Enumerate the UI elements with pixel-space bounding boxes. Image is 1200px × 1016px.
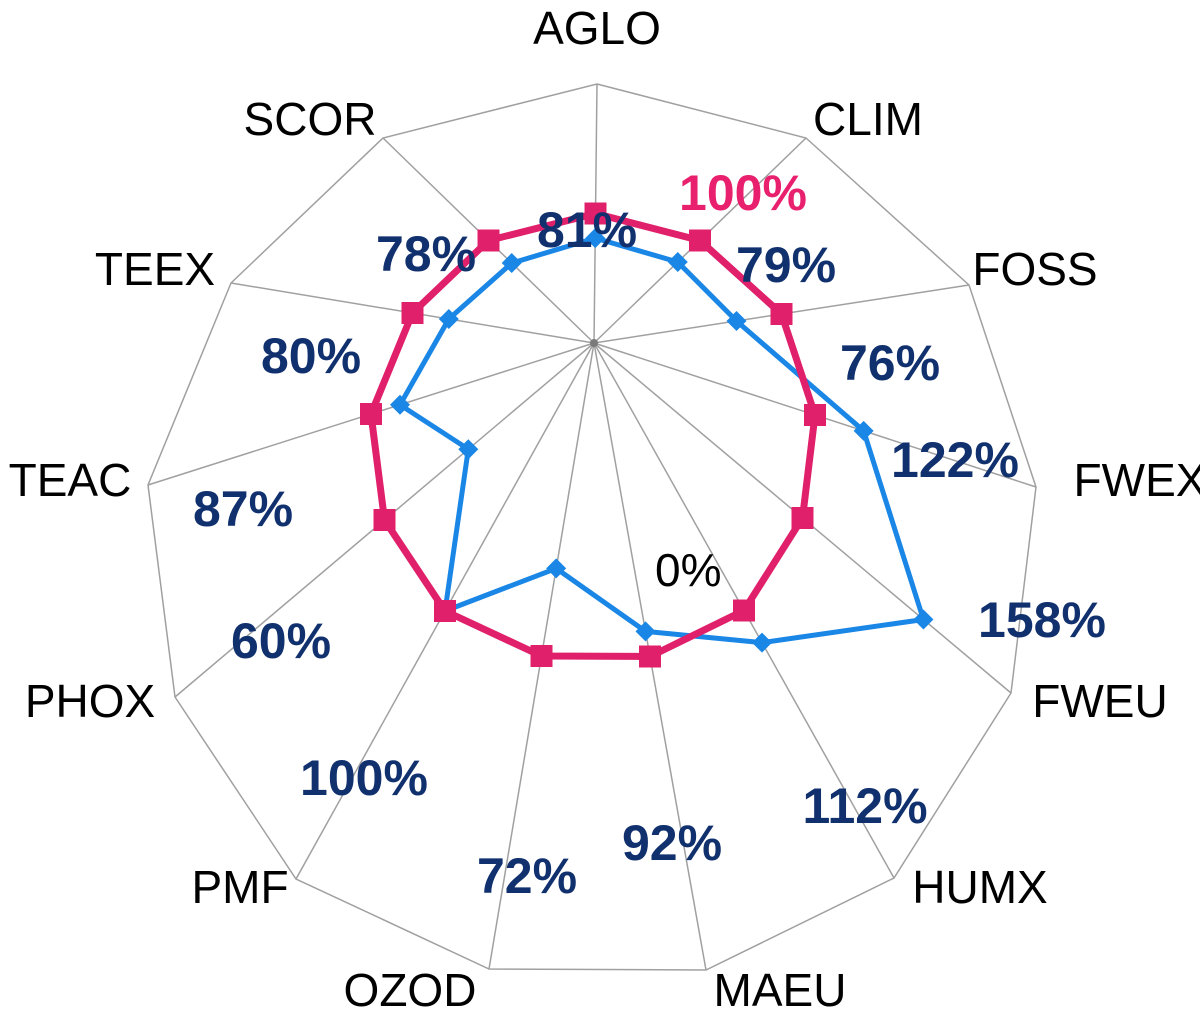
outer-ring — [147, 83, 1037, 971]
value-label-fwex: 122% — [891, 432, 1019, 488]
marker-scenario-maeu — [635, 621, 656, 642]
marker-scenario-teex — [438, 309, 459, 329]
center-dot — [590, 339, 598, 347]
marker-scenario-fwex — [853, 420, 874, 441]
marker-scenario-fweu — [913, 609, 934, 630]
reference-value-label: 100% — [679, 165, 807, 221]
axis-label-clim: CLIM — [813, 93, 923, 145]
value-label-foss: 76% — [840, 335, 940, 391]
marker-reference-pmf — [434, 600, 456, 622]
value-label-pmf: 100% — [300, 750, 428, 806]
marker-scenario-phox — [458, 439, 479, 460]
series-layer — [360, 202, 934, 668]
marker-scenario-humx — [752, 632, 772, 653]
axis-label-phox: PHOX — [25, 675, 155, 727]
value-label-scor: 78% — [376, 226, 476, 282]
value-label-aglo: 81% — [537, 202, 637, 258]
axis-label-scor: SCOR — [244, 93, 377, 145]
axis-label-aglo: AGLO — [533, 2, 661, 54]
value-label-phox: 60% — [231, 613, 331, 669]
axis-label-fweu: FWEU — [1032, 675, 1167, 727]
axis-label-ozod: OZOD — [344, 964, 477, 1016]
marker-reference-foss — [770, 303, 793, 325]
marker-scenario-foss — [726, 310, 747, 331]
marker-scenario-teac — [389, 394, 410, 415]
marker-reference-teex — [401, 302, 424, 324]
value-label-teac: 87% — [193, 481, 293, 537]
value-label-maeu: 92% — [622, 815, 722, 871]
marker-scenario-ozod — [546, 558, 567, 579]
axis-label-teex: TEEX — [95, 243, 215, 295]
marker-scenario-clim — [667, 252, 688, 273]
label-layer: AGLO CLIM FOSS FWEX FWEU HUMX MAEU OZOD PMF PHOX T… — [9, 2, 1200, 1016]
series-line-reference — [367, 210, 819, 660]
marker-scenario-scor — [501, 253, 522, 274]
axis-label-humx: HUMX — [912, 861, 1047, 913]
marker-reference-humx — [733, 599, 755, 622]
axis-label-maeu: MAEU — [714, 964, 847, 1016]
marker-reference-phox — [373, 509, 396, 531]
series-line-scenario — [397, 235, 926, 646]
center-label: 0% — [655, 544, 721, 596]
marker-reference-teac — [360, 403, 382, 425]
marker-scenario-aglo — [585, 228, 606, 249]
marker-reference-maeu — [639, 645, 661, 668]
value-label-fweu: 158% — [978, 592, 1106, 648]
marker-reference-fwex — [804, 404, 826, 426]
axis-label-teac: TEAC — [9, 454, 132, 506]
marker-reference-aglo — [584, 202, 607, 225]
marker-reference-ozod — [530, 645, 553, 667]
value-label-teex: 80% — [261, 328, 361, 384]
axis-label-fwex: FWEX — [1074, 454, 1200, 506]
marker-reference-clim — [689, 229, 711, 252]
marker-reference-fweu — [791, 507, 814, 529]
value-label-clim: 79% — [736, 237, 836, 293]
axis-label-foss: FOSS — [972, 243, 1097, 295]
axis-label-pmf: PMF — [191, 861, 288, 913]
value-label-ozod: 72% — [477, 848, 577, 904]
marker-reference-scor — [477, 229, 500, 252]
value-label-humx: 112% — [802, 778, 927, 834]
